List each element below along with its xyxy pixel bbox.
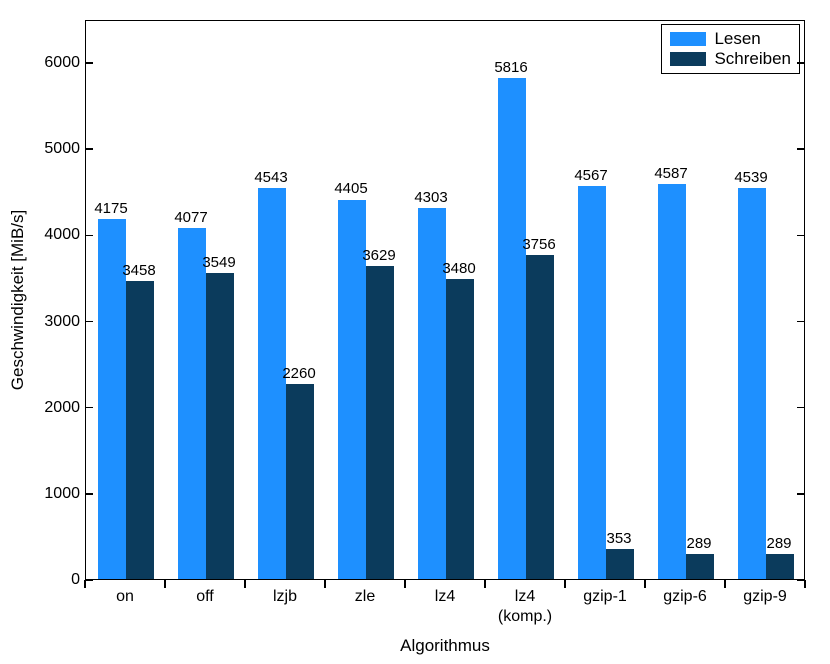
bar-value-label: 353 [606,530,631,547]
bar-value-label: 3629 [362,247,395,264]
bar [766,554,794,579]
bar [446,279,474,579]
y-tick-label: 1000 [0,485,80,503]
x-tick-label: zle [355,588,375,606]
bar-value-label: 5816 [494,59,527,76]
legend-swatch-icon [670,32,706,46]
bar-value-label: 4405 [334,180,367,197]
bar [366,266,394,579]
bar [286,384,314,579]
y-tick-label: 3000 [0,313,80,331]
legend-item: Schreiben [670,49,791,69]
bar [578,186,606,579]
bar [178,228,206,579]
legend-swatch-icon [670,52,706,66]
bar [606,549,634,579]
x-tick-label: gzip-6 [663,588,707,606]
bar-value-label: 2260 [282,365,315,382]
bar-value-label: 3480 [442,260,475,277]
chart-container: Geschwindigkeit [MiB/s] Algorithmus Lese… [0,0,830,664]
y-tick-label: 4000 [0,226,80,244]
bar-value-label: 4567 [574,167,607,184]
bar [498,78,526,579]
bar [206,273,234,579]
bar [526,255,554,579]
bar [126,281,154,579]
x-tick-label: lzjb [273,588,297,606]
bar-value-label: 4543 [254,169,287,186]
legend-item: Lesen [670,29,791,49]
legend: Lesen Schreiben [661,24,800,74]
x-tick-label: (komp.) [498,608,552,626]
y-tick-label: 2000 [0,399,80,417]
bar-value-label: 3549 [202,254,235,271]
x-tick-label: gzip-9 [743,588,787,606]
x-tick-label: lz4 [515,588,535,606]
bar-value-label: 289 [766,535,791,552]
bar-value-label: 289 [686,535,711,552]
x-tick-label: off [196,588,214,606]
bar-value-label: 4175 [94,200,127,217]
legend-label: Schreiben [714,49,791,69]
bar [658,184,686,579]
y-tick-label: 6000 [0,54,80,72]
x-axis-label: Algorithmus [400,636,490,656]
legend-label: Lesen [714,29,760,49]
bar-value-label: 4587 [654,165,687,182]
y-tick-label: 0 [0,571,80,589]
bar-value-label: 4539 [734,169,767,186]
bar [686,554,714,579]
x-tick-label: on [116,588,134,606]
x-tick-label: lz4 [435,588,455,606]
y-tick-label: 5000 [0,140,80,158]
bar [258,188,286,579]
bar [738,188,766,579]
bar-value-label: 3756 [522,236,555,253]
x-tick-label: gzip-1 [583,588,627,606]
plot-area [85,20,805,580]
bar-value-label: 4077 [174,209,207,226]
bar-value-label: 3458 [122,262,155,279]
bar-value-label: 4303 [414,189,447,206]
